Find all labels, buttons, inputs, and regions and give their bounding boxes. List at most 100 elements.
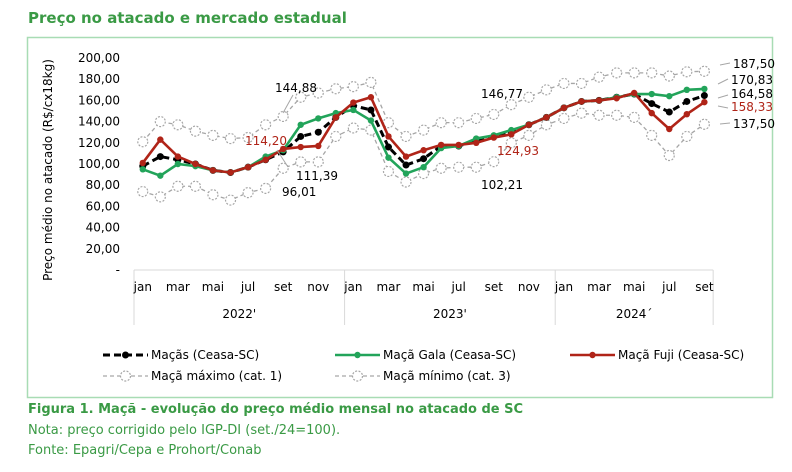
data-point (508, 131, 515, 138)
max-min-marker (558, 77, 570, 90)
data-point (139, 159, 146, 167)
year-label: 2024´ (616, 307, 653, 321)
max-min-marker (242, 187, 254, 199)
data-point (367, 94, 375, 101)
max-min-marker (628, 111, 640, 123)
max-min-marker (435, 162, 447, 174)
max-min-marker (400, 130, 412, 143)
month-tick-label: jul (240, 280, 255, 294)
data-point (578, 98, 585, 105)
max-min-marker (224, 194, 237, 206)
data-point (437, 141, 445, 149)
data-point (297, 143, 304, 151)
annotation-leader (717, 78, 729, 85)
max-min-marker (382, 165, 395, 178)
max-min-marker (347, 81, 359, 93)
data-point (543, 114, 550, 121)
data-point (314, 128, 322, 136)
max-min-marker (646, 129, 658, 141)
max-min-marker (330, 83, 342, 95)
data-point (227, 169, 234, 176)
data-point (525, 121, 533, 128)
max-min-marker (646, 67, 658, 79)
data-point (315, 115, 322, 122)
data-point (666, 125, 673, 133)
max-min-marker (277, 110, 289, 123)
legend-item: Maçã mínimo (cat. 3) (335, 369, 511, 383)
data-label: 96,01 (282, 185, 316, 199)
max-min-marker (628, 67, 640, 79)
figure-caption: Figura 1. Maçã - evolução do preço médio… (28, 402, 524, 417)
max-min-marker (137, 185, 149, 198)
data-point (683, 86, 691, 94)
data-label: 137,50 (733, 117, 775, 131)
max-min-marker (189, 180, 202, 192)
max-min-marker (698, 118, 710, 130)
data-point (350, 99, 357, 106)
data-point (630, 89, 638, 97)
data-label: 124,93 (497, 144, 539, 158)
data-point (350, 106, 357, 114)
max-min-marker (224, 132, 237, 145)
max-min-marker (540, 119, 553, 131)
annotation-leader (282, 94, 294, 114)
data-point (648, 90, 655, 98)
data-point (402, 153, 410, 160)
year-label: 2022' (222, 307, 256, 321)
data-point (420, 147, 427, 154)
legend-item: Maçã máximo (cat. 1) (103, 369, 282, 383)
data-point (297, 121, 304, 128)
data-point (354, 351, 361, 359)
data-point (157, 136, 164, 143)
data-label: 114,20 (245, 134, 287, 148)
month-tick-label: jul (451, 280, 466, 294)
max-min-marker (365, 76, 377, 88)
data-point (473, 139, 480, 146)
month-tick-label: set (695, 280, 714, 294)
figure-note: Nota: preço corrigido pelo IGP-DI (set./… (28, 423, 341, 438)
max-min-marker (137, 136, 149, 148)
y-tick-label: 120,00 (78, 136, 120, 150)
data-point (700, 92, 708, 100)
y-tick-label: - (116, 263, 120, 277)
data-point (589, 351, 596, 359)
data-label: 111,39 (296, 169, 338, 183)
data-label: 102,21 (481, 178, 523, 192)
max-min-marker (154, 191, 166, 203)
legend-item: Maçã Gala (Ceasa-SC) (335, 348, 516, 362)
max-min-marker (172, 119, 184, 131)
max-min-marker (172, 180, 184, 192)
max-min-marker (154, 115, 166, 128)
max-min-marker (681, 66, 693, 78)
data-point (385, 133, 392, 140)
data-point (209, 167, 217, 174)
y-tick-label: 80,00 (86, 178, 120, 192)
chart-frame (26, 36, 774, 399)
max-min-marker (575, 77, 588, 90)
month-tick-label: nov (518, 280, 540, 294)
month-tick-label: mar (587, 280, 611, 294)
max-min-marker (698, 65, 710, 77)
data-point (192, 160, 199, 168)
annotation-leader (717, 94, 729, 99)
series-ma-fuji-ceasa-sc- (139, 89, 708, 176)
max-min-marker (453, 161, 465, 173)
legend-item: Maçã Fuji (Ceasa-SC) (570, 348, 744, 362)
y-tick-label: 60,00 (86, 199, 120, 213)
data-point (367, 106, 375, 114)
max-min-marker (295, 156, 307, 168)
max-min-marker (330, 130, 342, 143)
data-point (262, 156, 269, 163)
data-point (297, 132, 305, 140)
y-tick-label: 180,00 (78, 72, 120, 86)
max-min-marker (119, 370, 132, 382)
data-point (648, 100, 656, 108)
max-min-marker (663, 70, 675, 82)
data-point (420, 155, 428, 163)
data-point (683, 110, 691, 118)
data-point (420, 163, 427, 171)
month-tick-label: mar (166, 280, 190, 294)
data-point (613, 95, 620, 102)
series-ma-m-nimo-cat-3- (137, 107, 710, 206)
